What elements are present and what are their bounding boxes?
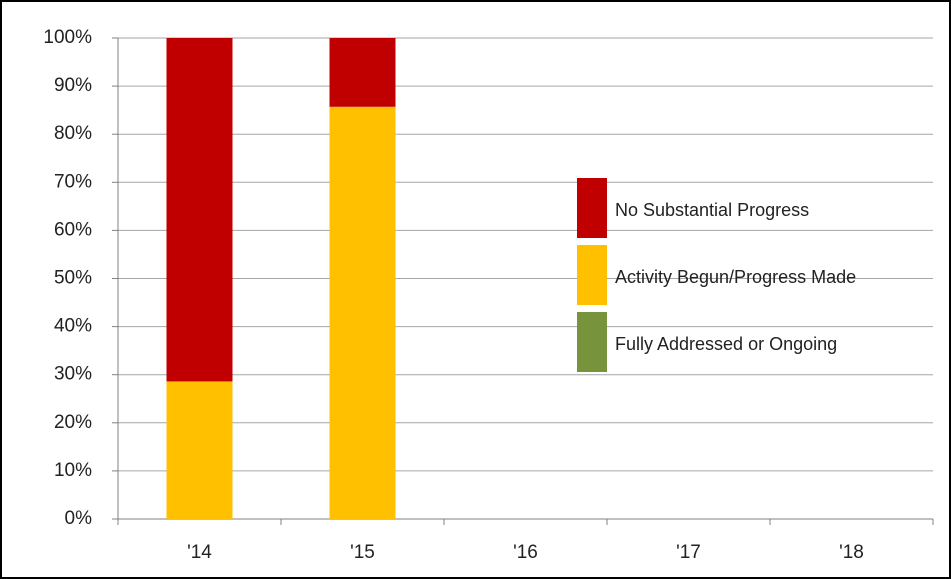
legend-label: Activity Begun/Progress Made — [615, 267, 856, 287]
legend-swatch — [577, 312, 607, 372]
y-tick-label: 0% — [65, 508, 93, 529]
y-tick-label: 90% — [54, 75, 92, 96]
y-tick-label: 50% — [54, 268, 92, 289]
x-tick-label: '15 — [350, 542, 375, 563]
y-tick-label: 20% — [54, 412, 92, 433]
bar-segment — [166, 38, 233, 382]
bar-segment — [329, 38, 396, 107]
y-tick-label: 10% — [54, 460, 92, 481]
y-tick-label: 100% — [43, 27, 92, 48]
legend-label: No Substantial Progress — [615, 200, 809, 220]
bar-segment — [166, 381, 233, 519]
x-tick-label: '14 — [187, 542, 212, 563]
legend-swatch — [577, 245, 607, 305]
bar-segment — [329, 106, 396, 520]
x-tick-label: '17 — [676, 542, 701, 563]
y-tick-label: 40% — [54, 316, 92, 337]
y-tick-label: 60% — [54, 219, 92, 240]
x-tick-label: '18 — [839, 542, 864, 563]
y-tick-label: 80% — [54, 123, 92, 144]
x-tick-label: '16 — [513, 542, 538, 563]
legend-swatch — [577, 178, 607, 238]
y-tick-label: 70% — [54, 171, 92, 192]
y-tick-label: 30% — [54, 364, 92, 385]
legend-label: Fully Addressed or Ongoing — [615, 334, 837, 354]
